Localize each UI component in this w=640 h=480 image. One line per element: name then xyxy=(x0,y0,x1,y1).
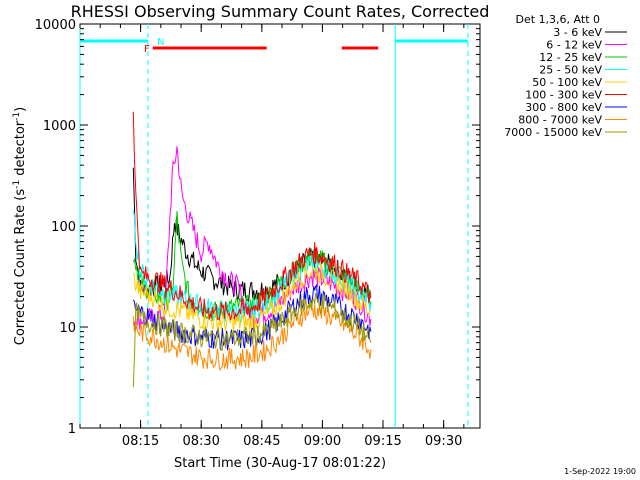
legend-label: 100 - 300 keV xyxy=(525,89,602,102)
legend-label: 7000 - 15000 keV xyxy=(504,126,602,139)
x-tick-label: 09:30 xyxy=(425,434,462,449)
x-axis: 08:15 08:30 08:45 09:00 09:15 09:30 xyxy=(79,24,465,449)
x-tick-label: 09:15 xyxy=(364,434,401,449)
y-axis-label: Corrected Count Rate (s-1 detector-1) xyxy=(12,107,28,345)
y-tick-label: 100 xyxy=(51,220,76,235)
legend-label: 3 - 6 keV xyxy=(553,26,602,39)
legend-label: 800 - 7000 keV xyxy=(518,114,602,127)
series-line xyxy=(132,261,372,334)
y-tick-label: 10000 xyxy=(35,18,76,33)
legend-label: 12 - 25 keV xyxy=(539,51,602,64)
series-line xyxy=(132,210,372,322)
y-axis-label-mid: detector xyxy=(13,120,28,180)
y-axis-label-sup1: -1 xyxy=(12,180,22,189)
legend-label: 25 - 50 keV xyxy=(539,64,602,77)
series-layer xyxy=(132,111,372,388)
chart-title: RHESSI Observing Summary Count Rates, Co… xyxy=(71,2,490,21)
plot-frame xyxy=(79,23,481,429)
x-tick-label: 08:30 xyxy=(182,434,219,449)
series-line xyxy=(132,111,372,322)
y-tick-label: 10 xyxy=(59,321,76,336)
x-tick-label: 08:45 xyxy=(243,434,280,449)
legend-label: 50 - 100 keV xyxy=(532,76,602,89)
legend-label: 6 - 12 keV xyxy=(546,39,602,52)
x-tick-label: 09:00 xyxy=(304,434,341,449)
series-line xyxy=(132,301,372,371)
plot-area: F N xyxy=(79,23,481,429)
flag-bars xyxy=(80,39,468,50)
y-axis-label-main: Corrected Count Rate (s xyxy=(13,189,28,346)
orbit-markers xyxy=(79,24,469,428)
y-axis-label-end: ) xyxy=(13,107,28,112)
x-tick-label: 08:15 xyxy=(122,434,159,449)
y-tick-label: 1 xyxy=(68,422,76,437)
flare-flag-label: F xyxy=(144,44,150,55)
night-flag-label: N xyxy=(157,37,164,48)
footer-date: 1-Sep-2022 19:00 xyxy=(564,467,636,476)
y-tick-label: 1000 xyxy=(43,119,76,134)
series-line xyxy=(132,292,372,388)
legend-label: 300 - 800 keV xyxy=(525,101,602,114)
y-axis-label-sup2: -1 xyxy=(12,112,22,121)
y-axis: 1 10 100 1000 10000 xyxy=(35,18,480,437)
x-axis-label: Start Time (30-Aug-17 08:01:22) xyxy=(174,456,386,471)
legend-title: Det 1,3,6, Att 0 xyxy=(516,13,600,26)
